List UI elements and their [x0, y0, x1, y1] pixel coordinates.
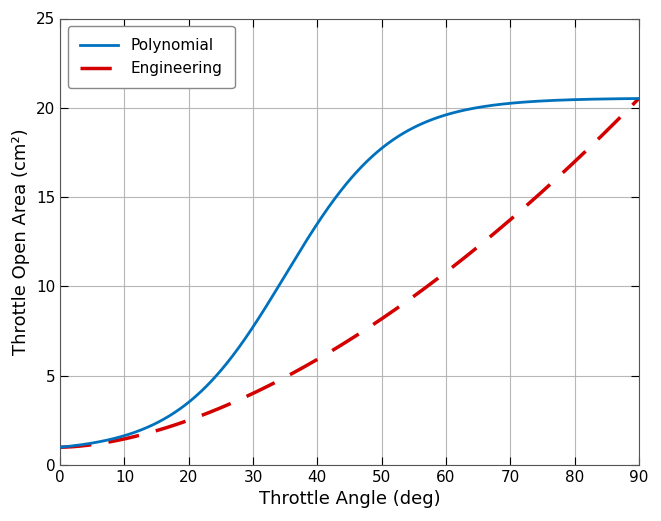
Engineering	[56, 444, 64, 450]
Polynomial	[635, 95, 642, 102]
Polynomial	[508, 100, 516, 106]
Polynomial	[290, 257, 298, 264]
Polynomial	[453, 108, 461, 115]
Engineering	[115, 437, 123, 443]
Polynomial	[56, 444, 64, 450]
Engineering	[290, 369, 298, 376]
Y-axis label: Throttle Open Area (cm²): Throttle Open Area (cm²)	[13, 129, 30, 355]
Polynomial	[311, 224, 319, 230]
Engineering	[508, 216, 516, 222]
Line: Polynomial: Polynomial	[60, 98, 639, 447]
X-axis label: Throttle Angle (deg): Throttle Angle (deg)	[258, 490, 440, 508]
Line: Engineering: Engineering	[60, 98, 639, 447]
Engineering	[453, 260, 461, 266]
Engineering	[311, 357, 319, 364]
Engineering	[635, 95, 642, 102]
Legend: Polynomial, Engineering: Polynomial, Engineering	[68, 26, 235, 88]
Engineering	[518, 207, 525, 213]
Polynomial	[518, 99, 525, 105]
Polynomial	[115, 434, 123, 440]
